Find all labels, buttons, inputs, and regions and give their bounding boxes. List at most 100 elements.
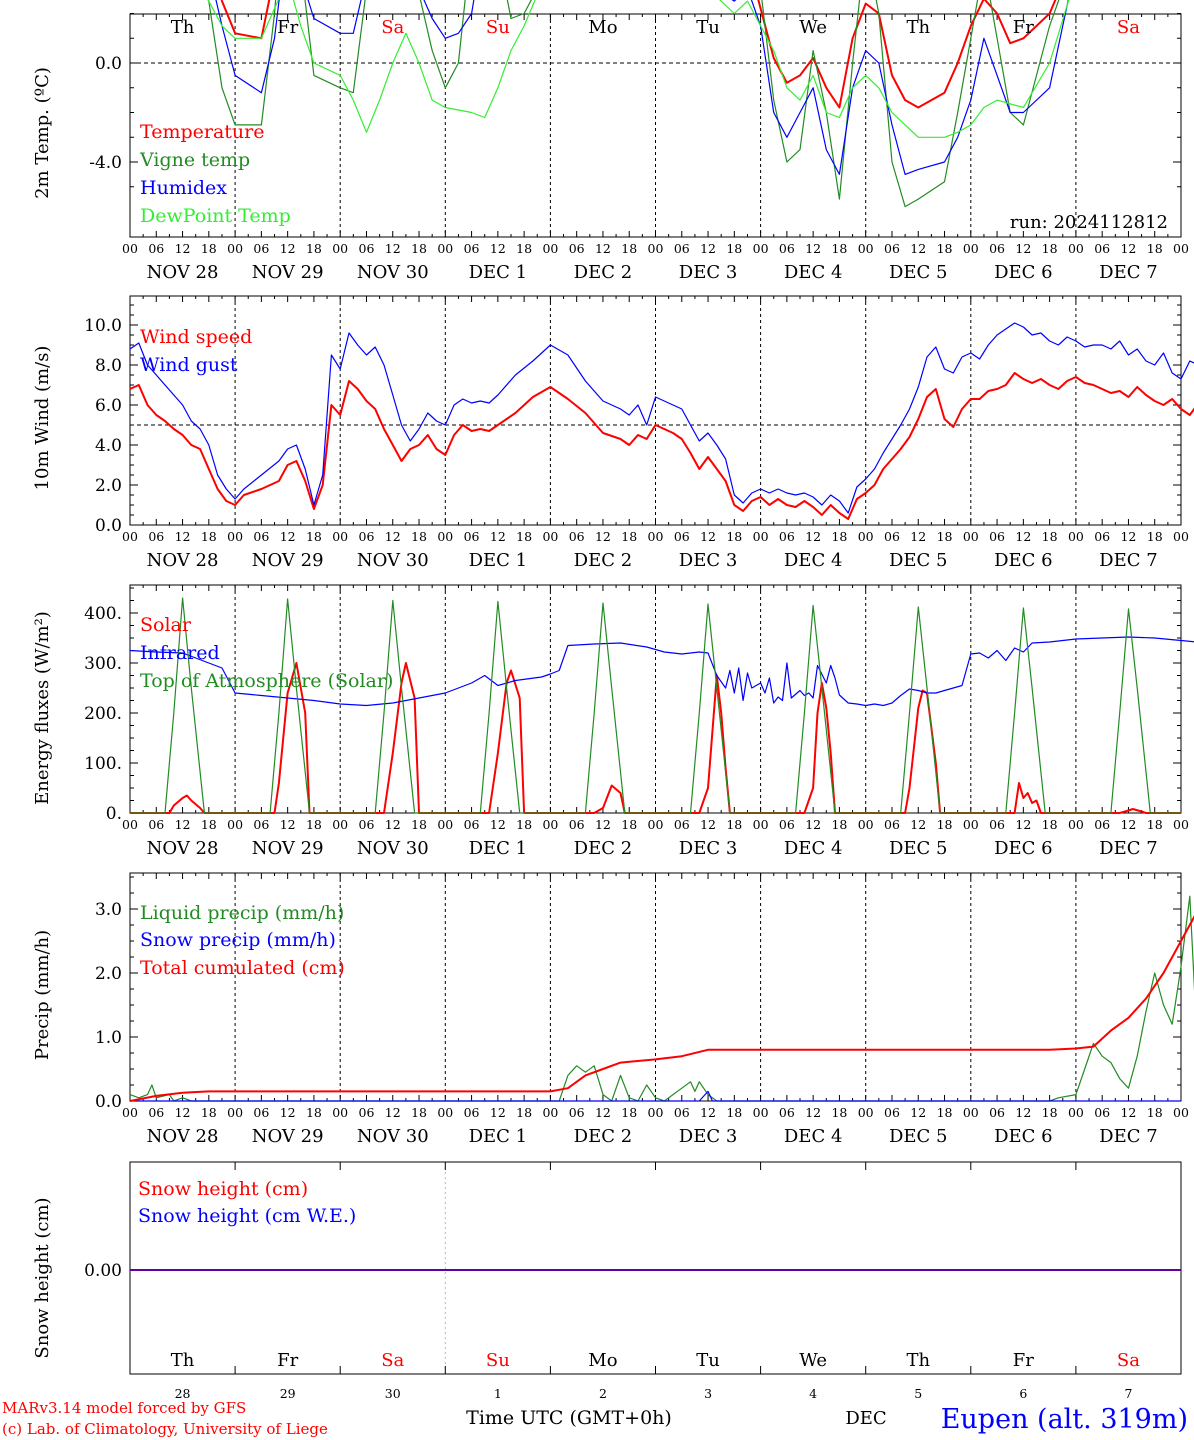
day-label: DEC 5 xyxy=(889,1126,948,1147)
hour-tick-label: 12 xyxy=(280,817,296,832)
hour-tick-label: 00 xyxy=(963,529,979,544)
panel-3-ytick-label: 0. xyxy=(106,804,122,824)
hour-tick-label: 12 xyxy=(280,1105,296,1120)
hour-tick-label: 12 xyxy=(385,1105,401,1120)
station-label: Eupen (alt. 319m) xyxy=(941,1404,1188,1435)
weekday-label: Sa xyxy=(1117,1350,1140,1371)
hour-tick-label: 18 xyxy=(201,1105,217,1120)
panel-3-ytick-label: 100. xyxy=(84,754,122,774)
hour-tick-label: 00 xyxy=(332,817,348,832)
day-number-label: 3 xyxy=(704,1386,712,1401)
hour-tick-label: 18 xyxy=(1042,1105,1058,1120)
hour-tick-label: 18 xyxy=(937,241,953,256)
panel-4-ytick-label: 2.0 xyxy=(95,964,122,984)
hour-tick-label: 18 xyxy=(516,817,532,832)
hour-tick-label: 18 xyxy=(621,529,637,544)
hour-tick-label: 06 xyxy=(569,1105,585,1120)
hour-tick-label: 00 xyxy=(1068,241,1084,256)
hour-tick-label: 18 xyxy=(831,241,847,256)
hour-tick-label: 18 xyxy=(1147,241,1163,256)
day-label: DEC 2 xyxy=(574,550,633,571)
hour-tick-label: 00 xyxy=(1173,1105,1189,1120)
day-label: NOV 30 xyxy=(357,550,429,571)
hour-tick-label: 18 xyxy=(621,241,637,256)
day-label: DEC 2 xyxy=(574,262,633,283)
hour-tick-label: 12 xyxy=(910,529,926,544)
weekday-label: Mo xyxy=(588,17,617,38)
day-label: DEC 7 xyxy=(1099,1126,1158,1147)
day-label: DEC 4 xyxy=(784,1126,843,1147)
hour-tick-label: 06 xyxy=(253,241,269,256)
panel-4-ytick-label: 0.0 xyxy=(95,1092,122,1112)
hour-tick-label: 12 xyxy=(490,817,506,832)
panel-2-ylabel: 10m Wind (m/s) xyxy=(32,346,53,491)
legend-entry: Temperature xyxy=(140,121,264,143)
hour-tick-label: 06 xyxy=(779,1105,795,1120)
weekday-label: Fr xyxy=(277,1350,298,1371)
series-line-humidex xyxy=(215,0,1069,175)
hour-tick-label: 12 xyxy=(805,241,821,256)
hour-tick-label: 12 xyxy=(700,529,716,544)
day-label: NOV 30 xyxy=(357,1126,429,1147)
hour-tick-label: 06 xyxy=(989,241,1005,256)
day-label: DEC 3 xyxy=(679,1126,738,1147)
day-label: DEC 5 xyxy=(889,838,948,859)
hour-tick-label: 12 xyxy=(280,529,296,544)
day-number-label: 28 xyxy=(175,1386,191,1401)
hour-tick-label: 12 xyxy=(805,529,821,544)
hour-tick-label: 18 xyxy=(306,241,322,256)
hour-tick-label: 00 xyxy=(963,241,979,256)
legend-entry: Snow height (cm W.E.) xyxy=(138,1205,356,1227)
day-label: DEC 7 xyxy=(1099,262,1158,283)
weekday-label: Tu xyxy=(696,17,720,38)
weekday-label: Sa xyxy=(381,1350,404,1371)
hour-tick-label: 12 xyxy=(1120,817,1136,832)
hour-tick-label: 12 xyxy=(1015,817,1031,832)
hour-tick-label: 18 xyxy=(516,1105,532,1120)
panel-2-ytick-label: 10.0 xyxy=(84,316,122,336)
hour-tick-label: 06 xyxy=(1094,241,1110,256)
panel-4-ytick-label: 1.0 xyxy=(95,1028,122,1048)
hour-tick-label: 18 xyxy=(201,529,217,544)
weekday-label: Su xyxy=(486,1350,510,1371)
hour-tick-label: 00 xyxy=(648,529,664,544)
hour-tick-label: 00 xyxy=(227,529,243,544)
hour-tick-label: 00 xyxy=(332,241,348,256)
hour-tick-label: 00 xyxy=(963,1105,979,1120)
run-annotation: run: 2024112812 xyxy=(1010,212,1168,233)
hour-tick-label: 18 xyxy=(831,817,847,832)
legend-entry: Wind speed xyxy=(140,326,252,348)
panel-2-ytick-label: 2.0 xyxy=(95,476,122,496)
hour-tick-label: 12 xyxy=(910,1105,926,1120)
hour-tick-label: 18 xyxy=(726,529,742,544)
series-line-top-of-atmosphere-solar xyxy=(130,597,1181,814)
series-line-total-cumulated-cm xyxy=(129,915,1194,1102)
hour-tick-label: 06 xyxy=(884,529,900,544)
day-number-label: 4 xyxy=(809,1386,817,1401)
day-number-label: 2 xyxy=(599,1386,607,1401)
weekday-label: We xyxy=(799,17,827,38)
day-number-label: 1 xyxy=(494,1386,502,1401)
hour-tick-label: 18 xyxy=(411,241,427,256)
hour-tick-label: 18 xyxy=(831,1105,847,1120)
hour-tick-label: 06 xyxy=(464,529,480,544)
hour-tick-label: 12 xyxy=(490,241,506,256)
hour-tick-label: 06 xyxy=(464,1105,480,1120)
weekday-label: Fr xyxy=(1013,1350,1034,1371)
hour-tick-label: 12 xyxy=(700,817,716,832)
hour-tick-label: 06 xyxy=(359,241,375,256)
legend-entry: Infrared xyxy=(140,642,220,664)
weekday-label: Su xyxy=(486,17,510,38)
hour-tick-label: 06 xyxy=(253,529,269,544)
weekday-label: Th xyxy=(906,1350,930,1371)
hour-tick-label: 00 xyxy=(1068,1105,1084,1120)
hour-tick-label: 18 xyxy=(516,241,532,256)
series-line-wind-gust xyxy=(129,322,1194,514)
legend-entry: Snow precip (mm/h) xyxy=(140,929,336,951)
legend-entry: Top of Atmosphere (Solar) xyxy=(140,670,393,692)
hour-tick-label: 18 xyxy=(201,241,217,256)
hour-tick-label: 18 xyxy=(1147,529,1163,544)
day-label: DEC 4 xyxy=(784,838,843,859)
hour-tick-label: 12 xyxy=(1015,529,1031,544)
